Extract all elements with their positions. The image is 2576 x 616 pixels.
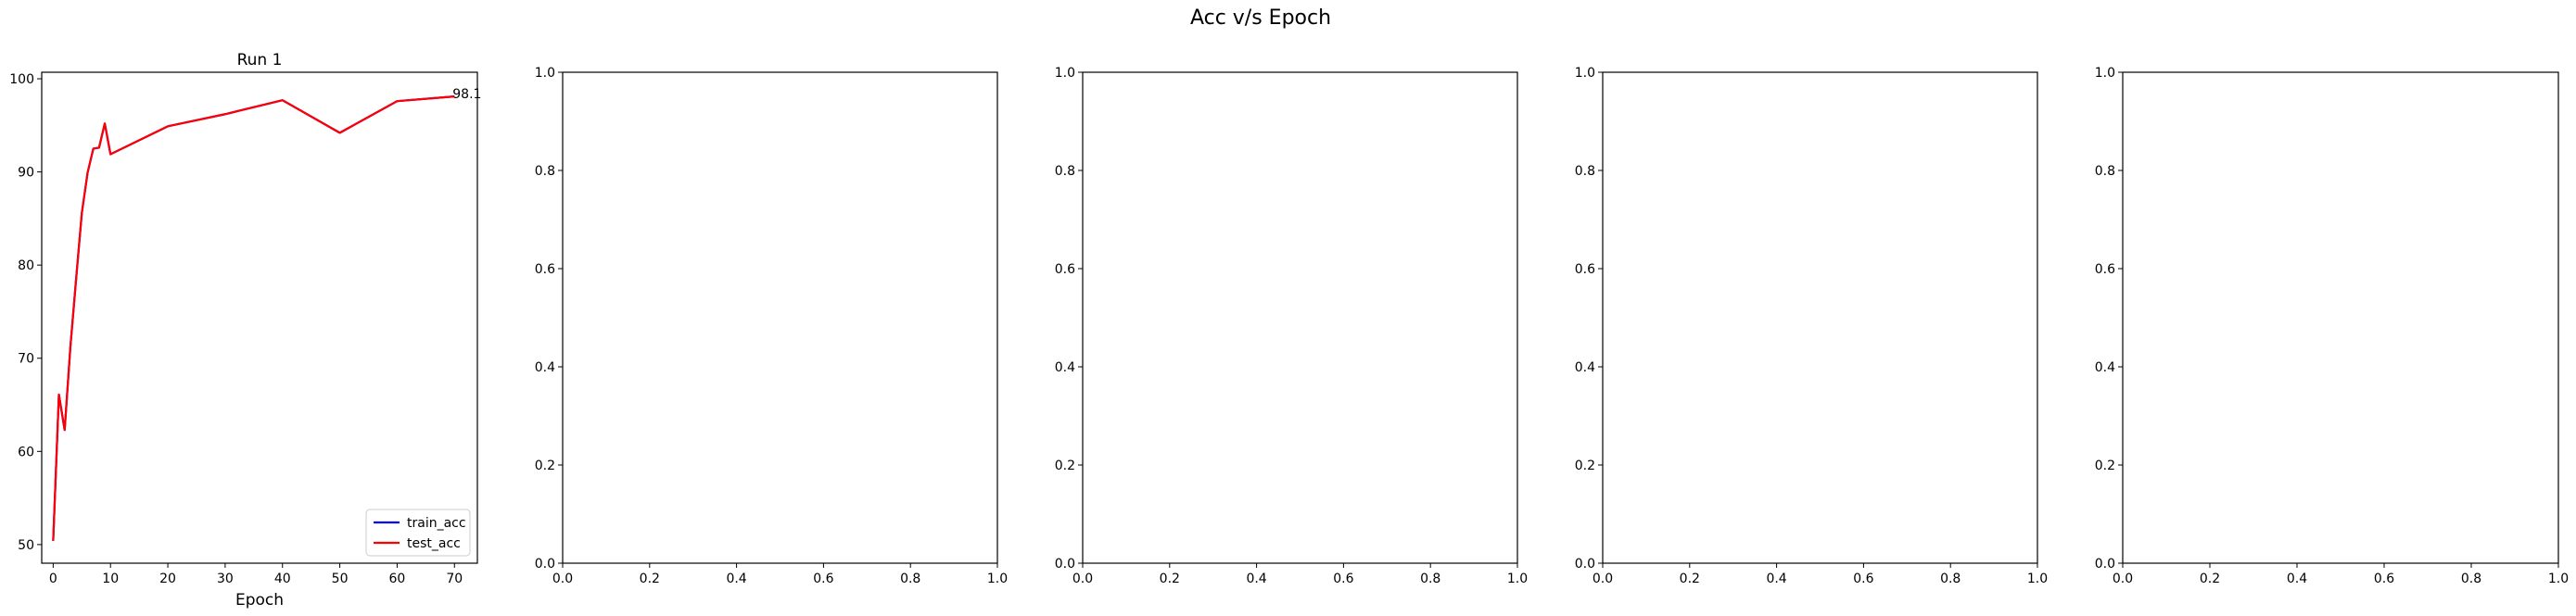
- x-tick-label: 0.2: [1160, 572, 1180, 586]
- x-tick-label: 0.6: [2374, 572, 2394, 586]
- y-tick-label: 50: [18, 538, 34, 553]
- x-tick-label: 0.8: [900, 572, 920, 586]
- x-tick-label: 0.0: [552, 572, 573, 586]
- data-label: 98.1: [452, 87, 481, 102]
- x-tick-label: 1.0: [1507, 572, 1528, 586]
- y-tick-label: 0.4: [1055, 360, 1075, 375]
- y-tick-label: 0.6: [2095, 262, 2115, 277]
- y-tick-label: 0.0: [535, 557, 555, 572]
- y-tick-label: 0.8: [1055, 164, 1075, 179]
- x-tick-label: 0.4: [726, 572, 746, 586]
- x-tick-label: 0.2: [640, 572, 660, 586]
- x-tick-label: 0.0: [1593, 572, 1613, 586]
- x-axis-label: Epoch: [235, 591, 284, 610]
- figure-title: Acc v/s Epoch: [1190, 6, 1331, 30]
- legend: train_acc test_acc: [365, 509, 471, 557]
- x-tick-label: 0.2: [1680, 572, 1700, 586]
- y-tick-label: 1.0: [2095, 66, 2115, 81]
- y-tick-label: 0.4: [535, 360, 555, 375]
- y-tick-label: 90: [18, 166, 34, 181]
- axes-frame: [41, 71, 478, 564]
- subplot-title: Run 1: [237, 51, 283, 69]
- y-tick-label: 0.0: [1575, 557, 1595, 572]
- plot-area: [52, 95, 455, 541]
- subplot-1: Run 1 0 10 20 30 40 50 60 70 50 60 70 80 90 100 Epoch 98…: [9, 51, 481, 610]
- x-tick-label: 0.4: [1766, 572, 1786, 586]
- y-tick-label: 80: [18, 258, 34, 273]
- x-tick-label: 0.8: [1940, 572, 1961, 586]
- x-tick-label: 0.0: [2113, 572, 2133, 586]
- x-tick-label: 30: [217, 572, 234, 586]
- x-tick-label: 20: [159, 572, 176, 586]
- y-tick-label: 0.6: [535, 262, 555, 277]
- y-tick-label: 0.4: [2095, 360, 2115, 375]
- y-tick-label: 0.4: [1575, 360, 1595, 375]
- subplot-2: 0.0 0.2 0.4 0.6 0.8 1.0 0.0 0.2 0.4 0.6 0.8 1.0: [535, 66, 1008, 586]
- y-tick-label: 1.0: [535, 66, 555, 81]
- axes-frame: [2122, 71, 2559, 564]
- y-tick-label: 100: [9, 72, 34, 87]
- x-tick-label: 0.6: [813, 572, 833, 586]
- x-tick-label: 0.8: [2461, 572, 2481, 586]
- axes-frame: [1602, 71, 2038, 564]
- legend-box: [365, 509, 471, 557]
- legend-label: test_acc: [407, 536, 461, 551]
- y-tick-label: 0.2: [1055, 459, 1075, 473]
- x-tick-label: 1.0: [987, 572, 1008, 586]
- y-tick-label: 0.8: [2095, 164, 2115, 179]
- axes-frame: [562, 71, 998, 564]
- y-tick-label: 1.0: [1575, 66, 1595, 81]
- x-tick-label: 0.4: [1246, 572, 1266, 586]
- x-tick-label: 0.2: [2200, 572, 2220, 586]
- y-tick-label: 0.6: [1575, 262, 1595, 277]
- y-tick-label: 0.8: [535, 164, 555, 179]
- x-tick-label: 1.0: [2027, 572, 2048, 586]
- y-tick-label: 0.0: [1055, 557, 1075, 572]
- y-tick-label: 60: [18, 445, 34, 459]
- x-tick-label: 0.6: [1333, 572, 1353, 586]
- y-tick-label: 70: [18, 352, 34, 367]
- y-tick-label: 1.0: [1055, 66, 1075, 81]
- x-tick-label: 0.4: [2287, 572, 2307, 586]
- x-tick-label: 0: [49, 572, 57, 586]
- x-tick-label: 70: [446, 572, 463, 586]
- y-tick-label: 0.2: [1575, 459, 1595, 473]
- series-line-test-acc: [52, 95, 455, 541]
- x-tick-label: 60: [389, 572, 406, 586]
- x-tick-label: 0.0: [1072, 572, 1093, 586]
- x-tick-label: 40: [274, 572, 291, 586]
- x-tick-label: 1.0: [2548, 572, 2569, 586]
- subplot-4: 0.0 0.2 0.4 0.6 0.8 1.0 0.0 0.2 0.4 0.6 0.8 1.0: [1575, 66, 2048, 586]
- x-tick-label: 0.8: [1420, 572, 1440, 586]
- x-tick-label: 50: [332, 572, 349, 586]
- subplot-grid: Run 1 0 10 20 30 40 50 60 70 50 60 70 80 90 100 Epoch 98…: [9, 51, 2569, 610]
- y-tick-label: 0.8: [1575, 164, 1595, 179]
- y-tick-label: 0.6: [1055, 262, 1075, 277]
- y-tick-label: 0.0: [2095, 557, 2115, 572]
- subplot-3: 0.0 0.2 0.4 0.6 0.8 1.0 0.0 0.2 0.4 0.6 0.8 1.0: [1055, 66, 1528, 586]
- y-tick-label: 0.2: [2095, 459, 2115, 473]
- legend-label: train_acc: [407, 516, 466, 531]
- subplot-5: 0.0 0.2 0.4 0.6 0.8 1.0 0.0 0.2 0.4 0.6 0.8 1.0: [2095, 66, 2569, 586]
- y-tick-label: 0.2: [535, 459, 555, 473]
- x-tick-label: 0.6: [1853, 572, 1873, 586]
- axes-frame: [1082, 71, 1518, 564]
- x-tick-label: 10: [102, 572, 119, 586]
